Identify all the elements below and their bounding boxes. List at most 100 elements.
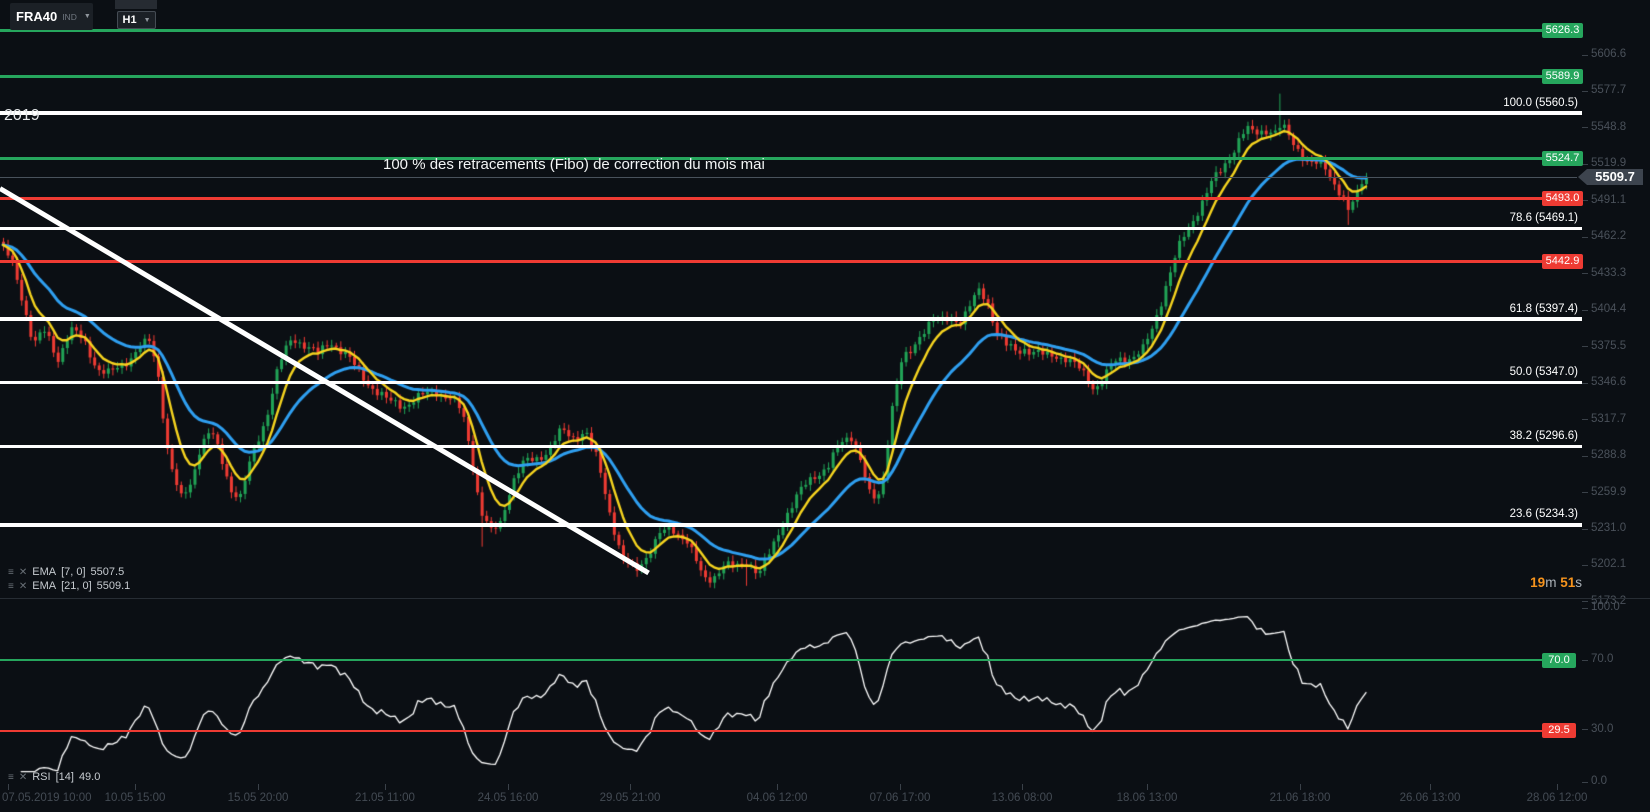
fibonacci-level-label: 23.6 (5234.3) bbox=[1509, 508, 1578, 521]
alert-level-line[interactable] bbox=[0, 156, 1542, 160]
timer-minutes: 19 bbox=[1530, 575, 1546, 590]
price-axis-tick bbox=[1582, 54, 1588, 56]
chevron-down-icon: ▼ bbox=[143, 16, 151, 24]
fibonacci-level-line[interactable] bbox=[0, 380, 1582, 385]
rsi-legend: ≡ ✕ RSI [14] 49.0 bbox=[8, 771, 100, 783]
time-axis-label: 26.06 13:00 bbox=[1399, 792, 1461, 804]
time-axis-tick bbox=[507, 784, 509, 790]
timeframe-dropdown[interactable]: H1 ▼ bbox=[117, 11, 156, 29]
fibonacci-level-line[interactable] bbox=[0, 444, 1582, 448]
price-axis-label: 5491.1 bbox=[1591, 193, 1627, 206]
fibonacci-level-label: 61.8 (5397.4) bbox=[1509, 302, 1578, 315]
price-axis-tick bbox=[1582, 455, 1588, 457]
chevron-down-icon: ▼ bbox=[83, 13, 91, 20]
rsi-axis-tick bbox=[1582, 781, 1588, 783]
timeframe-label: H1 bbox=[122, 14, 137, 26]
indicator-params: [14] bbox=[55, 771, 74, 783]
fibonacci-level-label: 38.2 (5296.6) bbox=[1509, 429, 1578, 442]
timer-seconds: 51 bbox=[1560, 575, 1576, 590]
alert-price-badge[interactable]: 5589.9 bbox=[1542, 68, 1583, 84]
rsi-axis-label: 70.0 bbox=[1591, 653, 1614, 666]
fibonacci-level-label: 50.0 (5347.0) bbox=[1509, 366, 1578, 379]
time-axis-tick bbox=[1556, 784, 1558, 790]
price-axis-tick bbox=[1582, 90, 1588, 92]
time-axis-tick bbox=[134, 784, 136, 790]
time-axis-tick bbox=[1429, 784, 1431, 790]
alert-price-badge[interactable]: 5524.7 bbox=[1542, 150, 1583, 166]
time-axis-label: 15.05 20:00 bbox=[227, 792, 289, 804]
indicator-settings-icon[interactable]: ≡ bbox=[8, 771, 14, 783]
time-axis-label: 18.06 13:00 bbox=[1116, 792, 1178, 804]
fibonacci-level-line[interactable] bbox=[0, 226, 1582, 231]
price-axis-label: 5231.0 bbox=[1591, 522, 1627, 534]
indicator-close-icon[interactable]: ✕ bbox=[18, 771, 28, 783]
ema21-legend: ≡ ✕ EMA [21, 0] 5509.1 bbox=[8, 580, 130, 592]
price-axis-tick bbox=[1582, 163, 1588, 165]
price-axis-label: 5404.4 bbox=[1591, 303, 1627, 316]
price-axis-tick bbox=[1582, 236, 1588, 238]
price-axis-tick bbox=[1582, 346, 1588, 348]
indicator-params: [21, 0] bbox=[61, 580, 92, 592]
price-axis-label: 5288.8 bbox=[1591, 449, 1627, 462]
price-axis-label: 5433.3 bbox=[1591, 266, 1627, 279]
price-axis-label: 5173.2 bbox=[1591, 594, 1627, 607]
fibonacci-level-label: 100.0 (5560.5) bbox=[1503, 96, 1578, 109]
alert-price-badge[interactable]: 5493.0 bbox=[1542, 190, 1583, 206]
indicator-settings-icon[interactable]: ≡ bbox=[8, 566, 14, 578]
price-axis-tick bbox=[1582, 309, 1588, 311]
rsi-axis-label: 0.0 bbox=[1591, 775, 1607, 787]
time-axis-label: 07.05.2019 10:00 bbox=[2, 792, 92, 804]
rsi-level-line[interactable] bbox=[0, 659, 1542, 662]
time-axis-label: 04.06 12:00 bbox=[746, 792, 808, 804]
fibonacci-level-line[interactable] bbox=[0, 523, 1582, 527]
current-price-line bbox=[0, 176, 1577, 178]
time-axis-tick bbox=[1146, 784, 1148, 790]
fibo-note-annotation[interactable]: 100 % des retracements (Fibo) de correct… bbox=[383, 156, 765, 173]
time-axis-label: 07.06 17:00 bbox=[869, 792, 931, 804]
current-price-tag: 5509.7 bbox=[1578, 169, 1643, 185]
rsi-level-line[interactable] bbox=[0, 729, 1542, 732]
price-axis-label: 5606.6 bbox=[1591, 48, 1627, 60]
toolbar-ghost-tab bbox=[115, 0, 157, 9]
price-axis-label: 5202.1 bbox=[1591, 558, 1627, 571]
alert-level-line[interactable] bbox=[0, 260, 1542, 264]
rsi-axis-tick bbox=[1582, 607, 1588, 609]
indicator-settings-icon[interactable]: ≡ bbox=[8, 580, 14, 592]
alert-price-badge[interactable]: 5442.9 bbox=[1542, 254, 1583, 270]
price-axis-tick bbox=[1582, 273, 1588, 275]
symbol-dropdown[interactable]: FRA40 IND ▼ bbox=[10, 3, 93, 30]
alert-price-badge[interactable]: 5626.3 bbox=[1542, 22, 1583, 38]
price-axis-label: 5259.9 bbox=[1591, 485, 1627, 498]
price-axis-label: 5317.7 bbox=[1591, 412, 1627, 425]
indicator-close-icon[interactable]: ✕ bbox=[18, 580, 28, 592]
indicator-value: 5509.1 bbox=[96, 580, 131, 592]
pane-divider[interactable] bbox=[0, 598, 1650, 599]
alert-level-line[interactable] bbox=[0, 196, 1542, 200]
time-axis-label: 21.05 11:00 bbox=[355, 792, 415, 804]
indicator-close-icon[interactable]: ✕ bbox=[18, 566, 28, 578]
time-axis-label: 13.06 08:00 bbox=[991, 792, 1053, 804]
time-axis-tick bbox=[899, 784, 901, 790]
indicator-name: RSI bbox=[32, 771, 51, 783]
rsi-level-badge[interactable]: 29.5 bbox=[1542, 723, 1576, 739]
time-axis-tick bbox=[7, 784, 9, 790]
time-axis-label: 24.05 16:00 bbox=[477, 792, 539, 804]
fibonacci-level-line[interactable] bbox=[0, 317, 1582, 321]
candle-countdown-timer: 19m 51s bbox=[1530, 575, 1582, 590]
indicator-params: [7, 0] bbox=[61, 566, 86, 578]
time-axis-label: 28.06 12:00 bbox=[1526, 792, 1588, 804]
alert-level-line[interactable] bbox=[0, 74, 1542, 78]
alert-level-line[interactable] bbox=[0, 28, 1542, 32]
fibonacci-level-line[interactable] bbox=[0, 111, 1582, 115]
rsi-level-badge[interactable]: 70.0 bbox=[1542, 652, 1576, 668]
ema7-legend: ≡ ✕ EMA [7, 0] 5507.5 bbox=[8, 566, 124, 578]
symbol-type-label: IND bbox=[62, 11, 77, 22]
rsi-axis-label: 30.0 bbox=[1591, 722, 1614, 735]
price-axis-tick bbox=[1582, 601, 1588, 603]
price-axis-label: 5519.9 bbox=[1591, 157, 1627, 170]
price-axis-tick bbox=[1582, 528, 1588, 530]
price-axis-tick bbox=[1582, 127, 1588, 129]
indicator-value: 49.0 bbox=[78, 771, 101, 783]
